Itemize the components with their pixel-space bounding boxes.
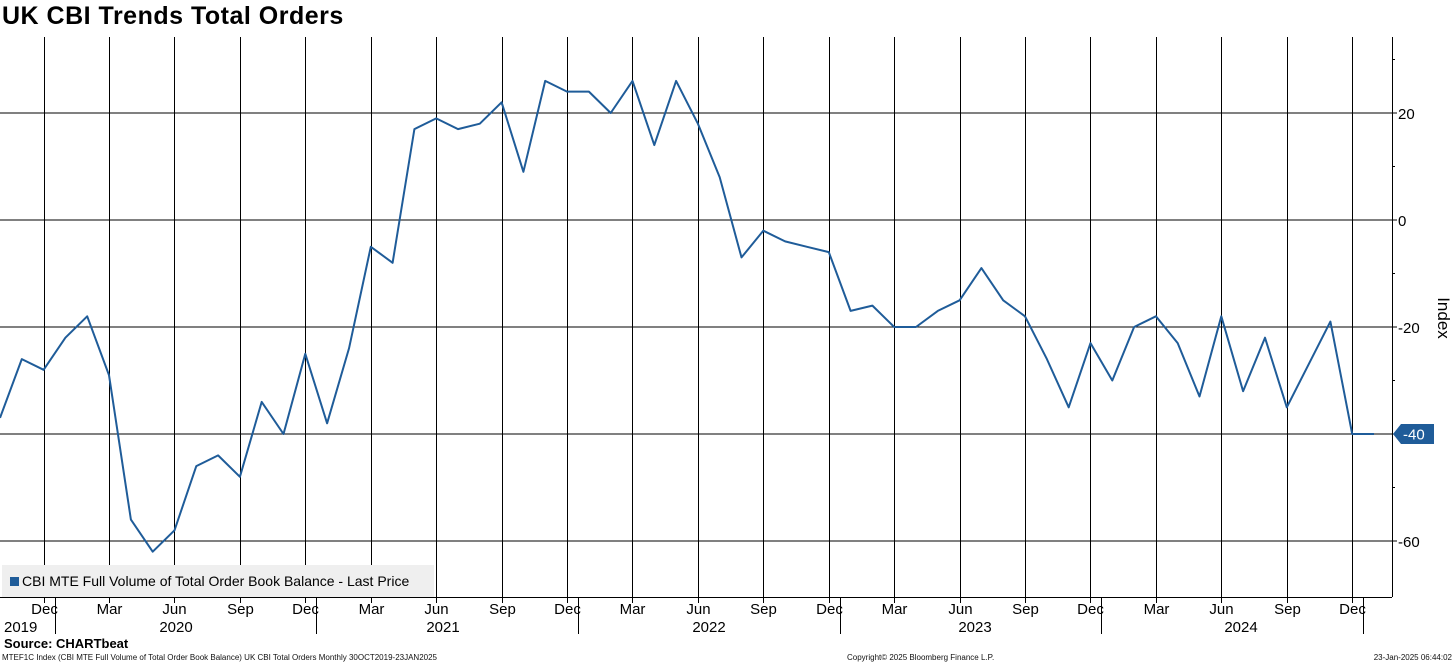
- x-year-label: 2021: [426, 619, 459, 636]
- x-year-label: 2022: [692, 619, 725, 636]
- y-tick-label: 20: [1398, 106, 1415, 123]
- x-year-label: 2019: [4, 619, 37, 636]
- x-month-label: Sep: [750, 601, 777, 618]
- x-year-label: 2023: [958, 619, 991, 636]
- x-month-label: Dec: [816, 601, 843, 618]
- series-group: [0, 79, 1374, 553]
- horizontal-gridlines: [0, 112, 1392, 542]
- x-month-label: Jun: [1209, 601, 1233, 618]
- x-month-label: Mar: [1144, 601, 1170, 618]
- series-line-total-orders: [0, 79, 1374, 553]
- x-year-label: 2024: [1224, 619, 1257, 636]
- chart-title: UK CBI Trends Total Orders: [2, 2, 344, 30]
- x-month-label: Mar: [882, 601, 908, 618]
- x-month-label: Dec: [31, 601, 58, 618]
- x-month-label: Sep: [1274, 601, 1301, 618]
- x-month-label: Mar: [620, 601, 646, 618]
- footer-timestamp: 23-Jan-2025 06:44:02: [1373, 653, 1452, 662]
- footer-copyright: Copyright© 2025 Bloomberg Finance L.P.: [847, 653, 995, 662]
- footer-index-description: MTEF1C Index (CBI MTE Full Volume of Tot…: [2, 653, 437, 662]
- x-month-label: Sep: [1012, 601, 1039, 618]
- legend-series-name: CBI MTE Full Volume of Total Order Book …: [22, 573, 410, 589]
- y-tick-label: 0: [1398, 213, 1406, 230]
- vertical-gridlines: [44, 37, 1353, 597]
- x-month-label: Jun: [162, 601, 186, 618]
- x-month-label: Jun: [424, 601, 448, 618]
- axes: [0, 37, 1393, 598]
- x-year-label: 2020: [159, 619, 192, 636]
- x-month-label: Dec: [292, 601, 319, 618]
- last-value-label: -40: [1403, 427, 1425, 444]
- x-month-label: Sep: [227, 601, 254, 618]
- x-month-label: Dec: [1077, 601, 1104, 618]
- x-month-label: Dec: [554, 601, 581, 618]
- y-axis-label: Index: [1434, 297, 1453, 339]
- x-axis-ticks: Dec Mar Jun Sep Dec Mar Jun Sep Dec Mar Jun Sep Dec M…: [4, 597, 1366, 636]
- legend: CBI MTE Full Volume of Total Order Book …: [2, 565, 434, 597]
- last-value-marker: -40: [1393, 424, 1434, 444]
- y-tick-label: -60: [1398, 534, 1420, 551]
- legend-swatch: [10, 577, 19, 586]
- last-value-box: [1393, 424, 1434, 444]
- source-note: Source: CHARTbeat: [4, 636, 129, 651]
- x-month-label: Mar: [359, 601, 385, 618]
- x-month-label: Mar: [97, 601, 123, 618]
- x-month-label: Jun: [948, 601, 972, 618]
- y-tick-label: -20: [1398, 320, 1420, 337]
- x-month-label: Dec: [1339, 601, 1366, 618]
- x-month-label: Jun: [686, 601, 710, 618]
- y-axis-ticks: 200-20-40-60: [1392, 59, 1420, 551]
- x-month-label: Sep: [489, 601, 516, 618]
